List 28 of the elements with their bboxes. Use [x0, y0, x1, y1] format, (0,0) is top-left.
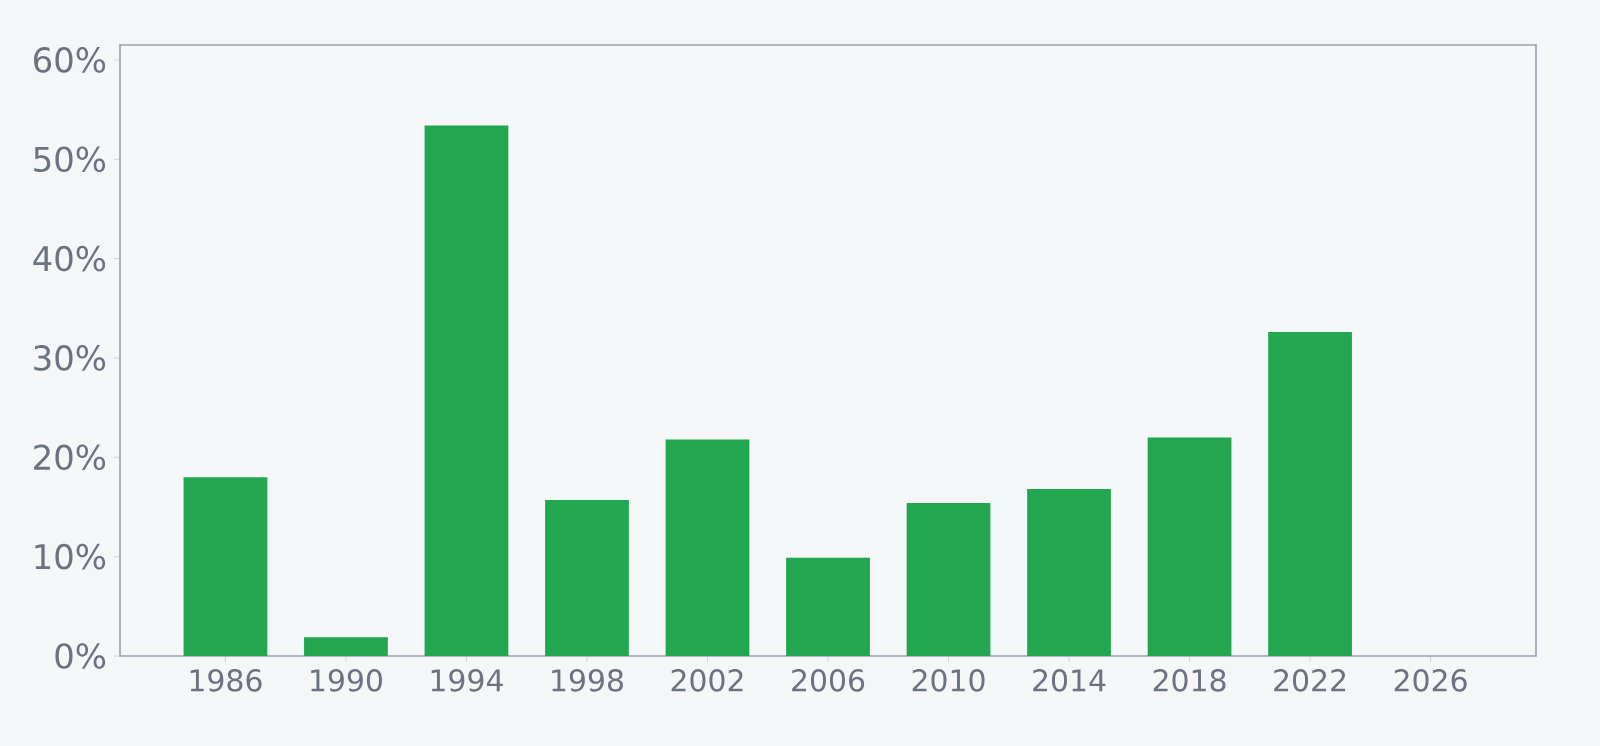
bar [545, 500, 629, 656]
x-tick-label: 1990 [311, 669, 382, 692]
x-tick-label: 2002 [671, 669, 743, 692]
x-tick-label: 1986 [190, 669, 262, 692]
y-tick-label: 20% [34, 444, 106, 471]
bar [183, 477, 268, 656]
bar [786, 557, 870, 656]
bar [1268, 332, 1352, 656]
bar [304, 637, 388, 656]
bar [1147, 437, 1232, 656]
y-tick-label: 60% [34, 47, 106, 73]
y-tick-label: 50% [34, 146, 106, 173]
bar [906, 503, 991, 656]
y-tick-label: 40% [33, 245, 106, 272]
y-tick-label: 10% [35, 543, 106, 570]
x-tick-label: 2026 [1394, 669, 1467, 692]
bar [424, 125, 509, 656]
x-tick-label: 1994 [431, 669, 503, 692]
y-tick-label: 30% [34, 345, 106, 371]
x-tick-label: 2006 [792, 669, 865, 692]
x-tick-label: 2014 [1033, 669, 1106, 692]
bar [665, 439, 750, 656]
bar [1027, 489, 1111, 656]
x-tick-label: 2022 [1274, 669, 1346, 692]
y-tick-label: 0% [55, 643, 106, 669]
x-tick-label: 1998 [552, 669, 623, 692]
x-tick-label: 2018 [1153, 669, 1226, 692]
x-tick-label: 2010 [912, 669, 985, 692]
